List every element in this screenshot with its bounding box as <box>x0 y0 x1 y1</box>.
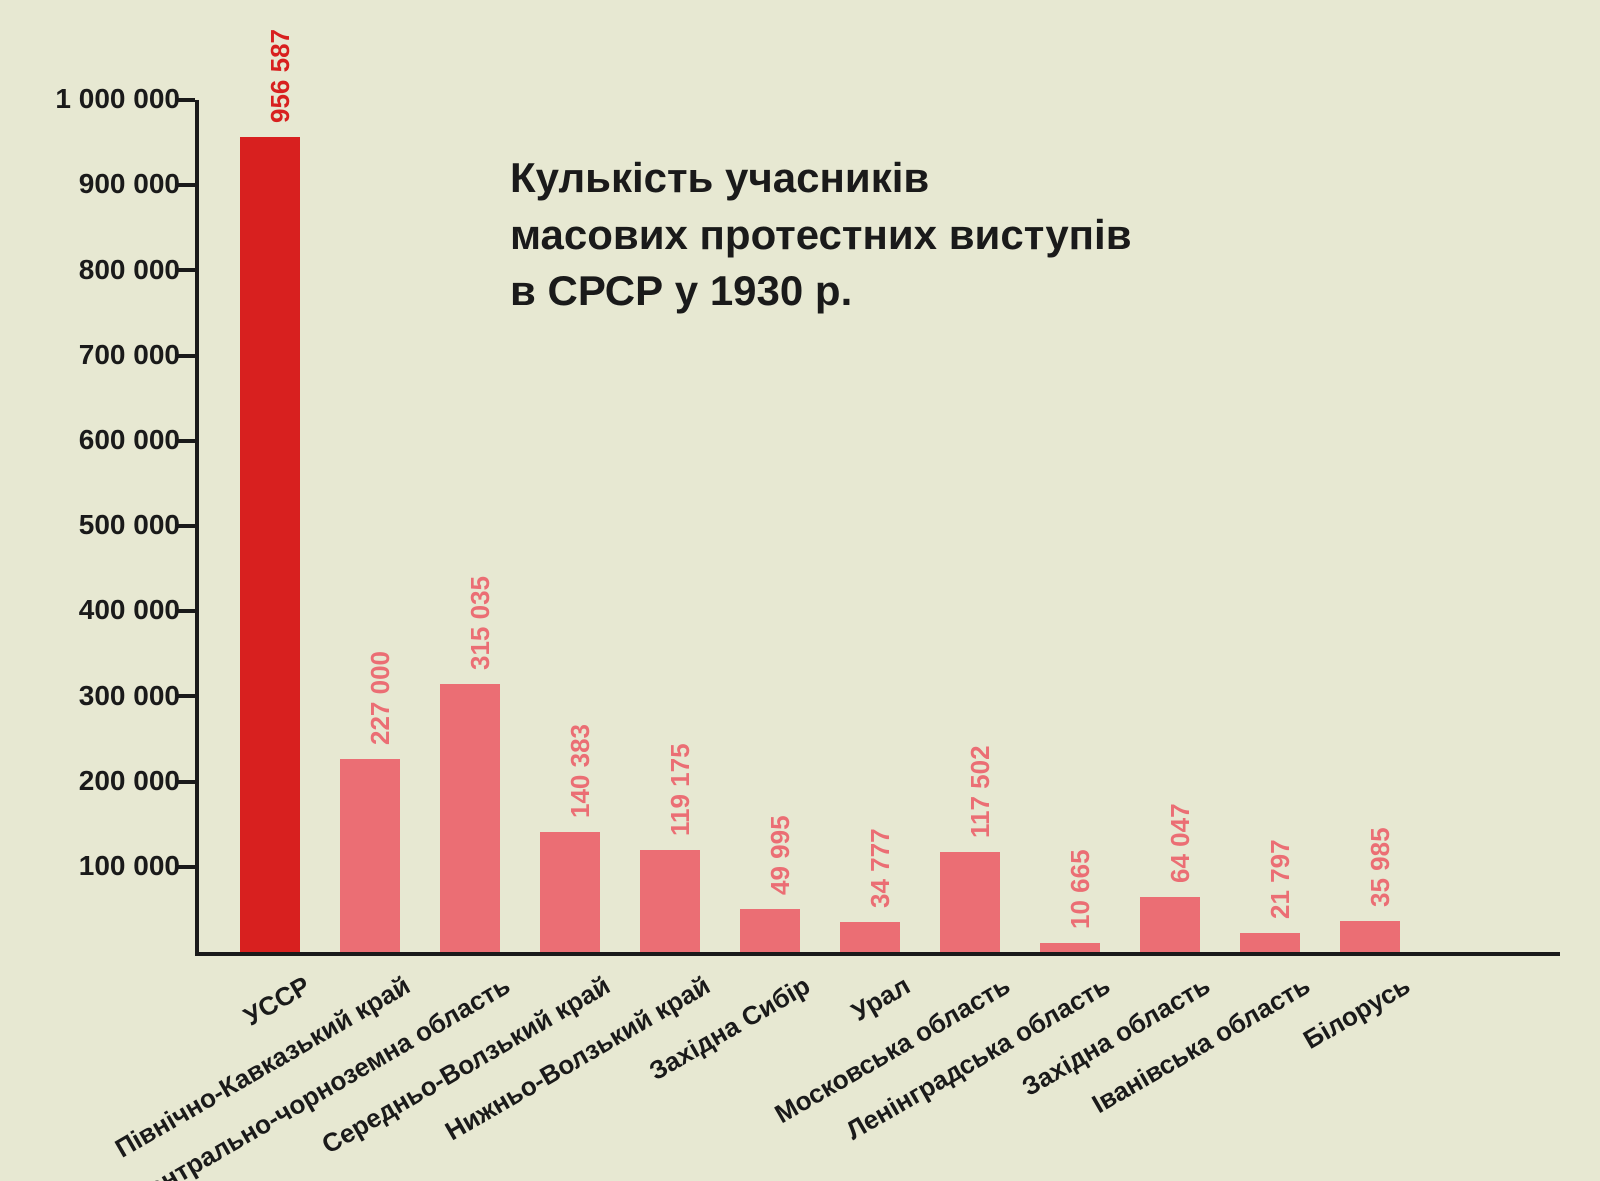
bar <box>940 852 1000 952</box>
bar-value-label: 21 797 <box>1265 840 1296 920</box>
y-tick-label: 500 000 <box>10 509 180 541</box>
bar-value-label: 34 777 <box>865 829 896 909</box>
y-tick-label: 800 000 <box>10 254 180 286</box>
bar <box>840 922 900 952</box>
bar-value-label: 119 175 <box>665 744 696 837</box>
chart-canvas: Кулькість учасників масових протестних в… <box>0 0 1600 1181</box>
y-tick-label: 700 000 <box>10 339 180 371</box>
y-axis-line <box>195 100 199 956</box>
bar-value-label: 227 000 <box>365 651 396 745</box>
bar-value-label: 140 383 <box>565 724 596 818</box>
bar <box>340 759 400 952</box>
bar-value-label: 49 995 <box>765 816 796 896</box>
chart-title: Кулькість учасників масових протестних в… <box>510 150 1132 320</box>
y-tick-label: 900 000 <box>10 168 180 200</box>
bar <box>1340 921 1400 952</box>
y-tick-label: 300 000 <box>10 680 180 712</box>
bar-value-label: 956 587 <box>265 29 296 123</box>
bar <box>740 909 800 952</box>
y-tick-label: 600 000 <box>10 424 180 456</box>
bar-value-label: 64 047 <box>1165 804 1196 884</box>
bar <box>540 832 600 952</box>
bar-value-label: 315 035 <box>465 576 496 670</box>
bar-value-label: 10 665 <box>1065 849 1096 929</box>
bar <box>1040 943 1100 952</box>
y-tick-label: 1 000 000 <box>10 83 180 115</box>
bar <box>1140 897 1200 952</box>
bar <box>240 137 300 952</box>
bar <box>1240 933 1300 952</box>
y-tick-label: 400 000 <box>10 594 180 626</box>
y-tick-label: 200 000 <box>10 765 180 797</box>
x-axis-line <box>195 952 1560 956</box>
bar <box>640 850 700 952</box>
bar <box>440 684 500 952</box>
bar-value-label: 35 985 <box>1365 828 1396 908</box>
y-tick-label: 100 000 <box>10 850 180 882</box>
bar-value-label: 117 502 <box>965 745 996 838</box>
